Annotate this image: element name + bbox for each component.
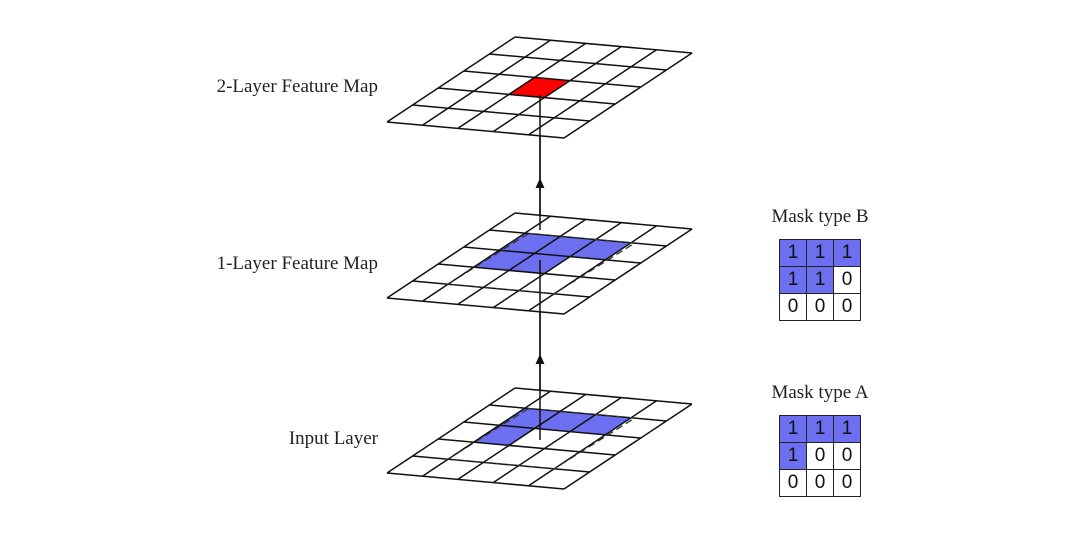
grid-line (438, 263, 616, 281)
grid-line (386, 297, 565, 315)
grid-line (386, 36, 516, 123)
highlighted-cell (473, 250, 535, 271)
grid-line (438, 438, 616, 456)
grid-line (386, 121, 565, 139)
highlighted-cell (570, 414, 631, 435)
highlighted-cell (473, 425, 535, 446)
grid-line (514, 212, 693, 230)
grid-line (563, 403, 693, 490)
receptive-field-window (446, 232, 637, 295)
highlighted-cell (570, 239, 631, 260)
grid-line (528, 49, 658, 136)
grid-line (514, 36, 693, 54)
mask-cell: 0 (806, 293, 834, 321)
grid-line (492, 221, 622, 309)
grid-line (514, 387, 693, 405)
mask-cell: 0 (806, 442, 834, 470)
grid-line (528, 225, 658, 312)
highlighted-cell (499, 408, 561, 429)
mask-b-title: Mask type B (771, 206, 869, 227)
grid-line (421, 215, 551, 302)
grid-line (386, 472, 565, 490)
mask-cell: 1 (779, 266, 807, 294)
mask-cell: 0 (779, 469, 807, 497)
mask-cell: 1 (806, 415, 834, 443)
grid-line (463, 70, 641, 88)
highlighted-cell (534, 236, 596, 257)
grid-line (457, 218, 587, 306)
layer-label-input: Input Layer (288, 428, 378, 449)
grid-line (563, 52, 693, 139)
mask-cell: 1 (806, 239, 834, 267)
grid-line (386, 212, 516, 299)
mask-cell: 0 (833, 266, 861, 294)
grid-line (412, 104, 590, 122)
receptive-field-window (446, 407, 637, 470)
grid-line (421, 390, 551, 477)
grid-line (489, 53, 667, 71)
mask-cell: 0 (833, 442, 861, 470)
mask-cell: 1 (806, 266, 834, 294)
grid-line (528, 400, 658, 487)
grid-line (492, 45, 622, 133)
mask-cell: 1 (779, 442, 807, 470)
mask-cell: 0 (779, 293, 807, 321)
grid-line (492, 396, 622, 484)
mask-cell: 0 (833, 469, 861, 497)
mask-cell: 1 (833, 415, 861, 443)
grid-line (386, 387, 516, 474)
grid-line (463, 421, 641, 439)
mask-cell: 1 (779, 415, 807, 443)
mask-cell: 1 (779, 239, 807, 267)
grid-line (421, 39, 551, 126)
layer-label-1: 1-Layer Feature Map (216, 253, 378, 274)
mask-cell: 0 (833, 293, 861, 321)
grid-line (463, 246, 641, 264)
mask-cell: 0 (806, 469, 834, 497)
highlighted-cell (509, 77, 570, 98)
highlighted-cell (499, 233, 561, 254)
grid-line (457, 393, 587, 481)
highlighted-cell (534, 411, 596, 432)
grid-line (438, 87, 616, 105)
layer-label-2: 2-Layer Feature Map (216, 76, 378, 97)
grid-line (457, 42, 587, 130)
mask-a-title: Mask type A (771, 382, 869, 403)
mask-cell: 1 (833, 239, 861, 267)
grid-line (563, 228, 693, 315)
